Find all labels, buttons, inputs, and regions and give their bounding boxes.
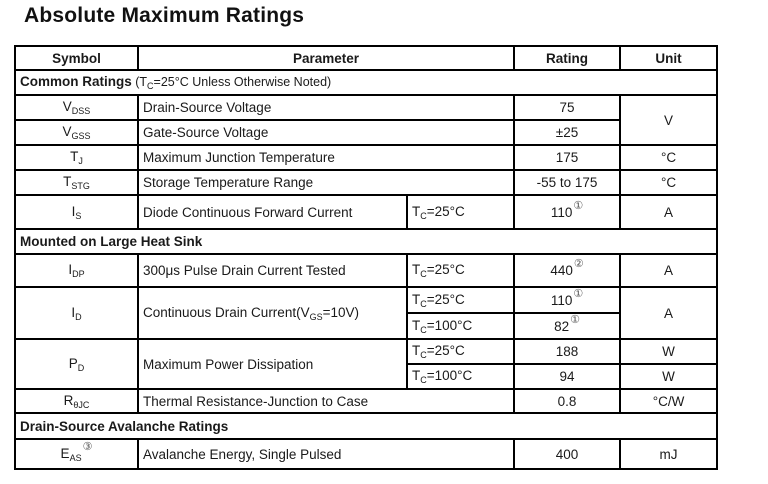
unit-idp: A: [619, 253, 719, 288]
rating-idp: 440②: [513, 253, 622, 288]
param-tstg: Storage Temperature Range: [136, 169, 516, 196]
section-row-avalanche: Drain-Source Avalanche Ratings: [13, 412, 719, 440]
symbol-id: ID: [14, 286, 139, 340]
param-rthjc: Thermal Resistance-Junction to Case: [136, 388, 516, 414]
section-label-heatsink: Mounted on Large Heat Sink: [13, 228, 719, 255]
unit-tstg: °C: [619, 169, 719, 196]
rating-vgss: ±25: [513, 119, 622, 146]
unit-eas: mJ: [619, 438, 719, 470]
param-vgss: Gate-Source Voltage: [136, 119, 516, 146]
column-header-unit: Unit: [619, 45, 719, 71]
rating-pd-25c: 188: [513, 338, 622, 365]
rating-eas: 400: [513, 438, 622, 470]
symbol-is: IS: [14, 194, 139, 230]
table-row-tstg: TSTG Storage Temperature Range -55 to 17…: [14, 169, 719, 196]
param-eas: Avalanche Energy, Single Pulsed: [136, 438, 516, 470]
unit-pd-100c: W: [619, 363, 719, 390]
condition-idp: TC=25°C: [405, 253, 516, 288]
table-row-vdss: VDSS Drain-Source Voltage 75 V: [14, 94, 719, 146]
param-tj: Maximum Junction Temperature: [136, 144, 516, 171]
table-row-id-25c: ID Continuous Drain Current(VGS=10V) TC=…: [14, 286, 719, 340]
symbol-tj: TJ: [14, 144, 139, 171]
table-row-idp: IDP 300μs Pulse Drain Current Tested TC=…: [14, 253, 719, 288]
ratings-table: Symbol Parameter Rating Unit Common Rati…: [13, 45, 719, 470]
rating-pd-100c: 94: [513, 363, 622, 390]
unit-v: V: [619, 94, 719, 146]
section-row-heatsink: Mounted on Large Heat Sink: [13, 228, 719, 255]
unit-id: A: [619, 286, 719, 340]
table-header-row: Symbol Parameter Rating Unit: [14, 45, 719, 71]
footnote-1-icon: ①: [570, 313, 580, 326]
param-vdss: Drain-Source Voltage: [136, 94, 516, 121]
rating-rthjc: 0.8: [513, 388, 622, 414]
column-header-parameter: Parameter: [136, 45, 516, 71]
section-common-note: (TC=25°C Unless Otherwise Noted): [131, 75, 332, 91]
table-row-pd-25c: PD Maximum Power Dissipation TC=25°C 188…: [14, 338, 719, 390]
section-label-avalanche: Drain-Source Avalanche Ratings: [13, 412, 719, 440]
table-row-rthjc: RθJC Thermal Resistance-Junction to Case…: [14, 388, 719, 414]
column-header-symbol: Symbol: [14, 45, 139, 71]
footnote-1-icon: ①: [573, 199, 584, 212]
table-row-eas: EAS③ Avalanche Energy, Single Pulsed 400…: [14, 438, 719, 470]
rating-vdss: 75: [513, 94, 622, 121]
unit-tj: °C: [619, 144, 719, 171]
table-row-id-100c: TC=100°C 82①: [15, 312, 717, 340]
table-row-vgss: VGSS Gate-Source Voltage ±25: [14, 119, 717, 146]
symbol-rthjc: RθJC: [14, 388, 139, 414]
rating-is: 110①: [513, 194, 622, 230]
table-row-tj: TJ Maximum Junction Temperature 175 °C: [14, 144, 719, 171]
condition-id-25c: TC=25°C: [405, 286, 516, 314]
condition-pd-100c: TC=100°C: [405, 363, 516, 390]
footnote-3-icon: ③: [82, 440, 93, 453]
section-label-common-ratings: Common Ratings (TC=25°C Unless Otherwise…: [13, 69, 719, 96]
table-row-pd-100c: TC=100°C 94 W: [15, 363, 719, 390]
column-header-rating: Rating: [513, 45, 622, 71]
footnote-1-icon: ①: [573, 287, 584, 300]
param-is: Diode Continuous Forward Current: [137, 194, 408, 230]
symbol-tstg: TSTG: [14, 169, 139, 196]
rating-tstg: -55 to 175: [513, 169, 622, 196]
table-row-is: IS Diode Continuous Forward Current TC=2…: [14, 194, 719, 230]
rating-tj: 175: [513, 144, 622, 171]
condition-id-100c: TC=100°C: [405, 312, 516, 340]
page-title: Absolute Maximum Ratings: [24, 4, 305, 27]
param-id: Continuous Drain Current(VGS=10V): [137, 286, 408, 340]
param-pd: Maximum Power Dissipation: [137, 338, 408, 390]
condition-is: TC=25°C: [405, 194, 516, 230]
symbol-vgss: VGSS: [14, 119, 139, 146]
symbol-eas: EAS③: [14, 438, 139, 470]
unit-pd-25c: W: [619, 338, 719, 365]
symbol-idp: IDP: [14, 253, 139, 288]
unit-rthjc: °C/W: [619, 388, 719, 414]
condition-pd-25c: TC=25°C: [405, 338, 516, 365]
footnote-2-icon: ②: [573, 258, 584, 270]
rating-id-25c: 110①: [513, 286, 622, 314]
section-common-bold: Common Ratings: [20, 74, 132, 89]
symbol-pd: PD: [14, 338, 139, 390]
unit-is: A: [619, 194, 719, 230]
symbol-vdss: VDSS: [14, 94, 139, 121]
section-row-common-ratings: Common Ratings (TC=25°C Unless Otherwise…: [13, 69, 719, 96]
rating-id-100c: 82①: [513, 312, 622, 340]
param-idp: 300μs Pulse Drain Current Tested: [137, 253, 408, 288]
